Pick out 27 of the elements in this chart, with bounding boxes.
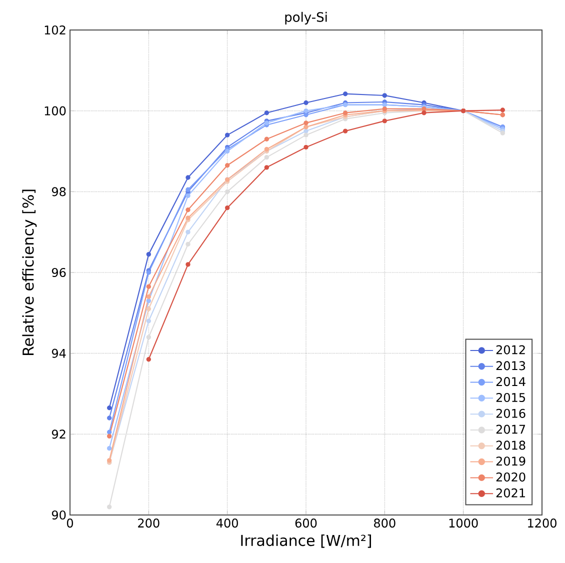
x-tick-label: 800 xyxy=(374,518,396,528)
legend-label: 2012 xyxy=(496,345,525,354)
chart-title: poly-Si xyxy=(285,12,327,24)
y-tick-label: 98 xyxy=(52,187,66,196)
y-tick-label: 92 xyxy=(52,430,66,439)
y-tick-label: 100 xyxy=(44,106,66,116)
legend-label: 2021 xyxy=(496,488,525,498)
x-tick-label: 0 xyxy=(66,518,74,528)
y-tick-label: 96 xyxy=(52,268,66,278)
y-tick-label: 94 xyxy=(52,348,66,358)
y-tick-label: 90 xyxy=(52,510,66,520)
x-tick-label: 600 xyxy=(295,518,317,528)
y-tick-label: 102 xyxy=(44,25,66,35)
legend-label: 2016 xyxy=(496,408,526,418)
legend-label: 2013 xyxy=(496,361,526,370)
y-axis-title: Relative efficiency [%] xyxy=(22,190,37,356)
legend-label: 2014 xyxy=(496,377,526,386)
x-tick-label: 1200 xyxy=(528,518,556,528)
x-tick-label: 1000 xyxy=(449,518,478,528)
x-tick-label: 400 xyxy=(216,518,238,528)
legend-label: 2019 xyxy=(496,456,526,466)
legend-label: 2018 xyxy=(496,440,526,450)
x-tick-label: 200 xyxy=(138,518,160,528)
legend-label: 2017 xyxy=(496,424,526,434)
x-axis-title: Irradiance [W/m²] xyxy=(241,534,371,548)
legend-label: 2015 xyxy=(496,392,526,402)
legend-label: 2020 xyxy=(496,472,526,482)
